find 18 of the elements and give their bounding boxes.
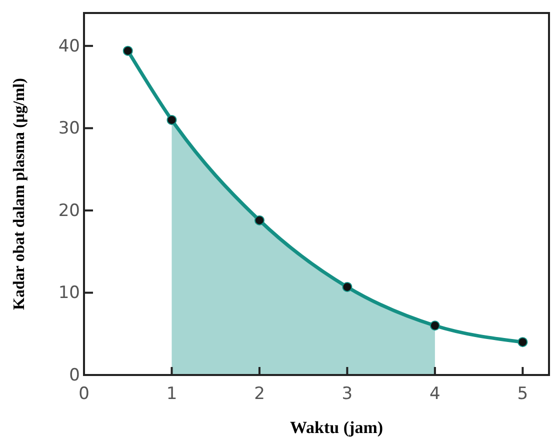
point — [254, 215, 264, 226]
x-tick-label: 5 — [517, 384, 528, 404]
x-tick-label: 2 — [254, 384, 265, 404]
x-tick-label: 4 — [430, 384, 440, 404]
y-tick-label: 10 — [58, 283, 80, 304]
y-axis-title: Kadar obat dalam plasma (μg/ml) — [11, 78, 28, 310]
x-axis-title: Waktu (jam) — [290, 418, 384, 437]
y-tick-label: 0 — [69, 365, 80, 386]
point — [166, 114, 177, 125]
point — [122, 46, 133, 56]
y-tick-label: 30 — [58, 118, 80, 139]
y-tick-label: 40 — [58, 36, 80, 56]
point — [518, 337, 528, 348]
x-tick-label: 3 — [342, 384, 353, 404]
point — [430, 320, 440, 331]
point — [342, 282, 352, 292]
x-tick-label: 1 — [166, 384, 178, 404]
y-tick-label: 20 — [58, 200, 80, 221]
